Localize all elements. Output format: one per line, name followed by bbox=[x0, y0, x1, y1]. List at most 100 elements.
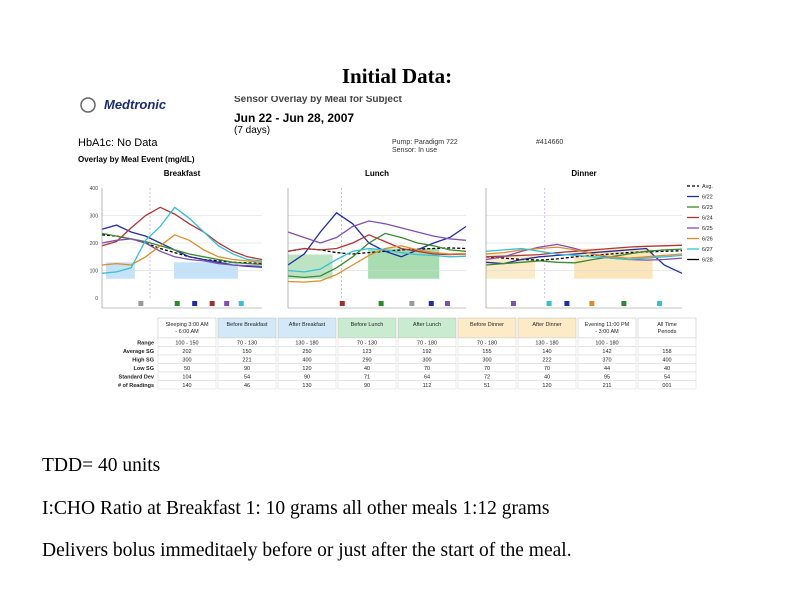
report-header: Medtronic Sensor Overlay by Meal for Sub… bbox=[78, 96, 563, 164]
event-marker bbox=[621, 301, 627, 306]
pump-label: Pump: Paradigm 722 bbox=[392, 139, 458, 146]
table-cell-value: 90 bbox=[244, 366, 250, 372]
table-cell-value: 130 - 180 bbox=[295, 341, 318, 347]
table-cell-value: 150 bbox=[242, 349, 251, 355]
glucose-series-line bbox=[101, 232, 263, 266]
glucose-series-line bbox=[485, 250, 683, 261]
statistics-table: Sleeping 3:00 AM- 6:00 AM Before Breakfas… bbox=[118, 317, 697, 390]
report-days: (7 days) bbox=[234, 125, 270, 136]
table-column-label: - 3:00 AM bbox=[595, 329, 619, 335]
sensor-overlay-report: Medtronic Sensor Overlay by Meal for Sub… bbox=[74, 96, 758, 402]
table-header-cell bbox=[457, 317, 517, 339]
table-header-cell bbox=[157, 317, 217, 339]
glucose-series-line bbox=[485, 247, 683, 261]
table-cell-value: 70 - 130 bbox=[237, 341, 257, 347]
table-cell-value: 104 bbox=[182, 375, 191, 381]
table-header-cell bbox=[577, 317, 637, 339]
meal-chart-title: Dinner bbox=[571, 169, 596, 178]
hba1c-label: HbA1c: No Data bbox=[78, 137, 158, 149]
table-header-cell bbox=[277, 317, 337, 339]
table-cell-value: 40 bbox=[364, 366, 370, 372]
table-cell-value: 70 bbox=[424, 366, 430, 372]
table-cell bbox=[337, 380, 397, 390]
table-cell-value: 202 bbox=[182, 349, 191, 355]
table-row-label: Standard Dev bbox=[119, 375, 155, 381]
table-cell-value: 140 bbox=[182, 383, 191, 389]
table-cell-value: 400 bbox=[302, 358, 311, 364]
event-marker bbox=[192, 301, 198, 306]
legend-label: 6/24 bbox=[702, 216, 713, 222]
event-marker bbox=[564, 301, 570, 306]
table-column-label: Evening 11:00 PM bbox=[585, 322, 630, 328]
y-tick-label: 0 bbox=[95, 296, 98, 302]
table-row-label: High SG bbox=[132, 358, 154, 364]
event-marker bbox=[589, 301, 595, 306]
event-marker bbox=[138, 301, 144, 306]
glucose-series-line bbox=[485, 243, 683, 261]
glucose-series-line bbox=[101, 238, 263, 268]
table-row-label: # of Readings bbox=[118, 383, 154, 389]
table-cell-value: 95 bbox=[604, 375, 610, 381]
table-cell-value: 001 bbox=[662, 383, 671, 389]
slide-notes: TDD= 40 units I:CHO Ratio at Breakfast 1… bbox=[42, 456, 782, 584]
table-cell-value: 300 bbox=[482, 358, 491, 364]
event-marker bbox=[209, 301, 215, 306]
table-cell-value: 70 - 130 bbox=[357, 341, 377, 347]
meal-chart-1: Lunch bbox=[287, 169, 467, 309]
table-cell-value: 46 bbox=[244, 383, 250, 389]
legend-label: 6/28 bbox=[702, 258, 713, 264]
y-tick-label: 100 bbox=[90, 269, 99, 275]
table-cell-value: 112 bbox=[423, 383, 432, 389]
table-header-cell bbox=[337, 317, 397, 339]
table-cell-value: 130 - 180 bbox=[535, 341, 558, 347]
table-cell-value: 51 bbox=[484, 383, 490, 389]
table-cell-value: 192 bbox=[422, 349, 431, 355]
event-marker bbox=[657, 301, 663, 306]
table-header-cell bbox=[397, 317, 457, 339]
event-marker bbox=[174, 301, 180, 306]
overlay-label: Overlay by Meal Event (mg/dL) bbox=[78, 155, 195, 164]
sensor-label: Sensor: In use bbox=[392, 147, 437, 154]
glucose-series-line bbox=[101, 234, 263, 266]
table-row-label: Range bbox=[137, 341, 154, 347]
report-date-range: Jun 22 - Jun 28, 2007 bbox=[234, 111, 354, 125]
table-cell-value: 100 - 150 bbox=[175, 341, 198, 347]
table-column-label: After Lunch bbox=[413, 322, 441, 328]
table-cell bbox=[637, 380, 697, 390]
table-column-label: Before Breakfast bbox=[227, 322, 268, 328]
table-row-label: Low SG bbox=[134, 366, 154, 372]
legend-label: 6/23 bbox=[702, 205, 713, 211]
glucose-series-line bbox=[485, 248, 683, 266]
table-cell-value: 100 - 180 bbox=[595, 341, 618, 347]
table-cell-value: 120 bbox=[542, 383, 551, 389]
table-cell bbox=[457, 380, 517, 390]
table-cell-value: 250 bbox=[302, 349, 311, 355]
table-cell bbox=[577, 380, 637, 390]
table-cell-value: 120 bbox=[302, 366, 311, 372]
table-cell-value: 72 bbox=[484, 375, 490, 381]
table-cell-value: 142 bbox=[602, 349, 611, 355]
table-cell bbox=[157, 380, 217, 390]
event-marker bbox=[546, 301, 552, 306]
event-marker bbox=[444, 301, 450, 306]
glucose-series-line bbox=[287, 220, 467, 244]
table-cell-value: 50 bbox=[184, 366, 190, 372]
y-tick-label: 300 bbox=[90, 214, 99, 220]
note-icho-ratio: I:CHO Ratio at Breakfast 1: 10 grams all… bbox=[42, 497, 550, 519]
table-cell-value: 70 - 180 bbox=[477, 341, 497, 347]
event-marker bbox=[224, 301, 230, 306]
table-cell bbox=[277, 380, 337, 390]
glucose-series-line bbox=[287, 234, 467, 256]
event-marker bbox=[409, 301, 415, 306]
table-cell bbox=[397, 380, 457, 390]
glucose-series-line bbox=[287, 211, 467, 266]
pre-meal-target-band bbox=[288, 254, 333, 279]
table-cell-value: 40 bbox=[664, 366, 670, 372]
legend-label: 6/26 bbox=[702, 237, 713, 243]
serial-label: #414660 bbox=[536, 139, 563, 146]
table-column-label: Before Lunch bbox=[351, 322, 384, 328]
table-cell bbox=[637, 337, 697, 347]
table-header-cell bbox=[637, 317, 697, 339]
table-column-label: Periods bbox=[658, 329, 677, 335]
table-cell-value: 71 bbox=[364, 375, 370, 381]
